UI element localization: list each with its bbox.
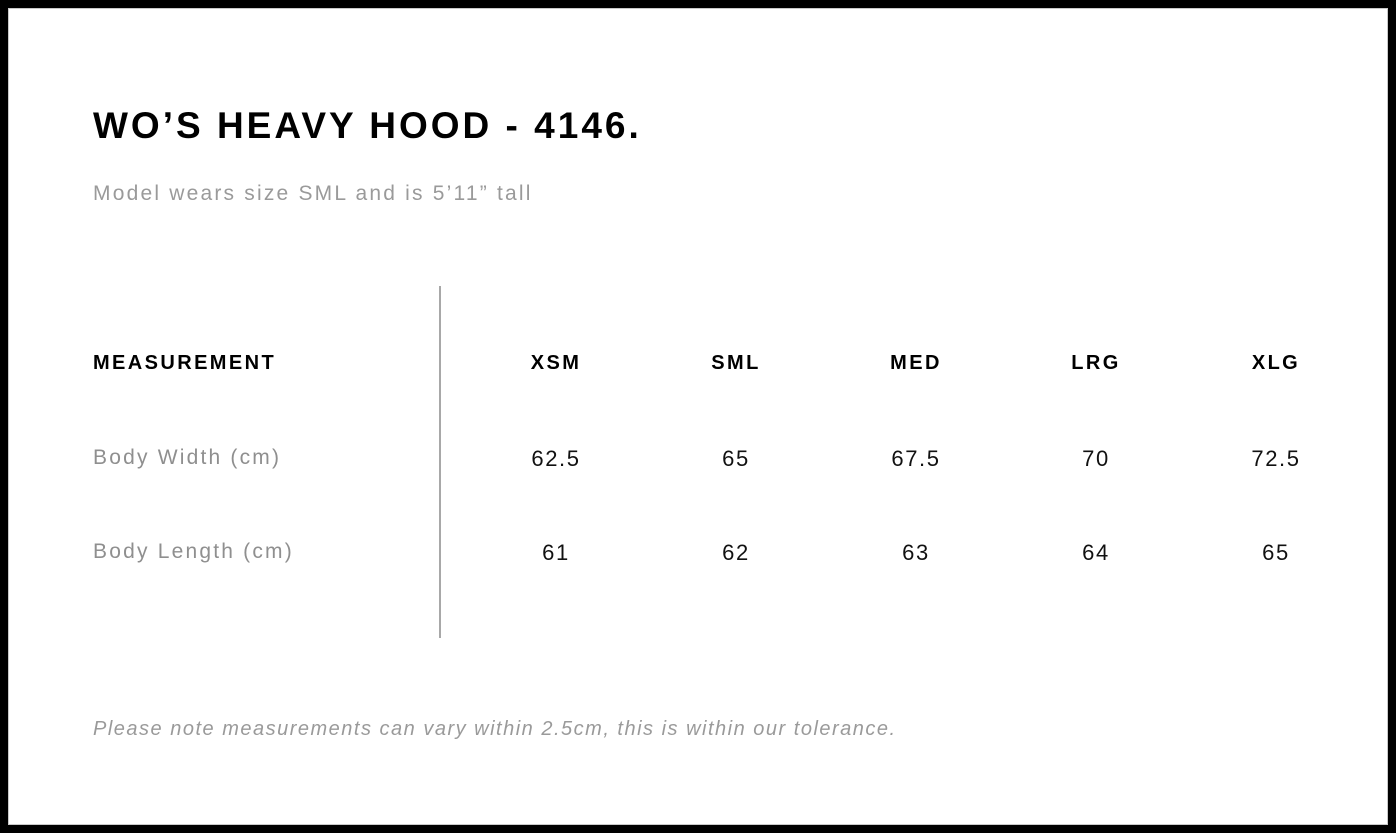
table-row: Body Length (cm) 61 62 63 64 65: [93, 528, 1323, 622]
column-header-xlg: XLG: [1251, 352, 1301, 374]
column-header-measurement: MEASUREMENT: [93, 352, 277, 374]
row-label-body-length: Body Length (cm): [93, 540, 294, 563]
cell-body-length-sml: 62: [722, 540, 750, 565]
chart-inner-border: [8, 8, 1388, 825]
column-divider: [439, 286, 441, 638]
cell-body-width-xsm: 62.5: [531, 446, 581, 471]
tolerance-footnote: Please note measurements can vary within…: [93, 718, 897, 740]
cell-body-length-lrg: 64: [1082, 540, 1110, 565]
cell-body-length-xsm: 61: [542, 540, 570, 565]
cell-body-length-xlg: 65: [1262, 540, 1290, 565]
column-header-xsm: XSM: [530, 352, 582, 374]
cell-body-width-xlg: 72.5: [1251, 446, 1301, 471]
cell-body-width-sml: 65: [722, 446, 750, 471]
model-info-subtitle: Model wears size SML and is 5’11” tall: [93, 182, 533, 205]
size-table: MEASUREMENT XSM SML MED LRG XLG Body Wid…: [93, 340, 1323, 622]
table-row: Body Width (cm) 62.5 65 67.5 70 72.5: [93, 434, 1323, 528]
page-title: WO’S HEAVY HOOD - 4146.: [93, 105, 642, 146]
column-header-med: MED: [890, 352, 942, 374]
row-label-body-width: Body Width (cm): [93, 446, 282, 469]
column-header-sml: SML: [711, 352, 761, 374]
table-header-row: MEASUREMENT XSM SML MED LRG XLG: [93, 340, 1323, 434]
cell-body-width-lrg: 70: [1082, 446, 1110, 471]
column-header-lrg: LRG: [1071, 352, 1121, 374]
cell-body-length-med: 63: [902, 540, 930, 565]
cell-body-width-med: 67.5: [891, 446, 941, 471]
